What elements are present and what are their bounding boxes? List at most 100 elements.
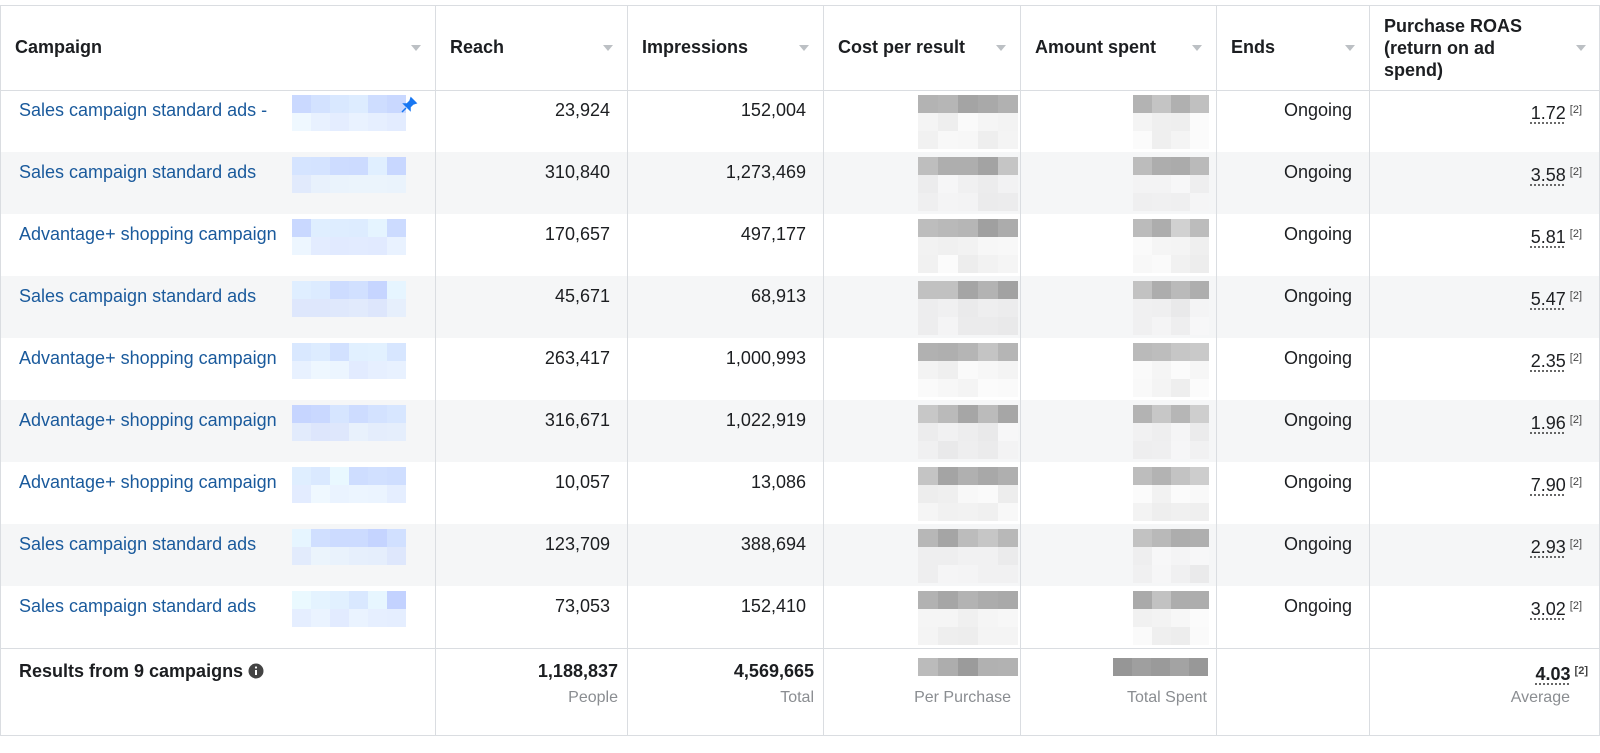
redacted-block (330, 219, 349, 237)
redacted-block (998, 485, 1018, 503)
redacted-block (1190, 299, 1209, 317)
redacted-block (311, 113, 330, 131)
cost-caption: Per Purchase (914, 689, 1011, 706)
campaign-link[interactable]: Sales campaign standard ads (19, 286, 257, 306)
redacted-block (349, 281, 368, 299)
reach: 123,709 (544, 534, 610, 554)
redacted-block (918, 441, 938, 459)
column-header[interactable]: Campaign (15, 37, 103, 57)
redacted-block (958, 379, 978, 397)
redacted-block (349, 299, 368, 317)
redacted-block (1171, 219, 1190, 237)
redacted-block (292, 485, 311, 503)
column-header[interactable]: Amount spent (1035, 37, 1156, 57)
redacted-block (918, 95, 938, 113)
redacted-block (1171, 131, 1190, 149)
redacted-block (1190, 405, 1209, 423)
column-border (1020, 5, 1021, 735)
redacted-block (978, 503, 998, 521)
redacted-block (1171, 609, 1190, 627)
column-border (435, 5, 436, 735)
redacted-block (938, 219, 958, 237)
redacted-block (1190, 467, 1209, 485)
redacted-block (998, 131, 1018, 149)
campaign-link[interactable]: Sales campaign standard ads (19, 162, 257, 182)
redacted-block (938, 131, 958, 149)
campaign-link[interactable]: Sales campaign standard ads (19, 534, 257, 554)
redacted-block (1133, 441, 1152, 459)
redacted-block (1190, 627, 1209, 645)
redacted-block (368, 529, 387, 547)
column-header[interactable]: Reach (450, 37, 505, 57)
redacted-block (998, 609, 1018, 627)
impressions: 13,086 (750, 472, 806, 492)
sort-caret (799, 45, 809, 51)
redacted-block (998, 627, 1018, 645)
redacted-block (978, 405, 998, 423)
redacted-block (1171, 343, 1190, 361)
redacted-block (330, 591, 349, 609)
campaign-link[interactable]: Sales campaign standard ads - (19, 100, 268, 120)
redacted-block (349, 113, 368, 131)
roas-value: 5.47 (1530, 289, 1566, 309)
redacted-block (938, 193, 958, 211)
redacted-block (387, 219, 406, 237)
redacted-block (1133, 175, 1152, 193)
redacted-block (1171, 547, 1190, 565)
redacted-block (368, 219, 387, 237)
redacted-block (918, 157, 938, 175)
row-bg (0, 400, 1600, 462)
roas-cell: 5.81 [2] (1369, 223, 1582, 248)
redacted-block (311, 405, 330, 423)
roas-value: 4.03 (1535, 664, 1571, 684)
redacted-block (387, 547, 406, 565)
column-border (823, 5, 824, 735)
column-header[interactable]: Purchase ROAS (return on ad spend) (1384, 16, 1523, 80)
redacted-block (1133, 131, 1152, 149)
column-header[interactable]: Ends (1231, 37, 1276, 57)
column-header[interactable]: Impressions (642, 37, 749, 57)
redacted-block (998, 547, 1018, 565)
redacted-block (938, 317, 958, 335)
campaign-link[interactable]: Advantage+ shopping campaign (19, 472, 277, 492)
redacted-block (349, 219, 368, 237)
redacted-block (292, 405, 311, 423)
redacted-block (938, 627, 958, 645)
reach-caption: People (568, 689, 618, 706)
redacted-block (1190, 281, 1209, 299)
campaign-link[interactable]: Sales campaign standard ads (19, 596, 257, 616)
redacted-block (1189, 658, 1208, 676)
redacted-block (998, 95, 1018, 113)
redacted-block (978, 255, 998, 273)
redacted-block (978, 529, 998, 547)
amount-caption: Total Spent (1126, 689, 1207, 706)
redacted-block (330, 547, 349, 565)
roas-caption: Average (1510, 689, 1570, 706)
redacted-block (292, 113, 311, 131)
redacted-block (1133, 219, 1152, 237)
redacted-block (311, 157, 330, 175)
redacted-block (1152, 485, 1171, 503)
redacted-block (1190, 113, 1209, 131)
redacted-block (1170, 658, 1189, 676)
redacted-block (1171, 175, 1190, 193)
campaign-link[interactable]: Advantage+ shopping campaign (19, 224, 277, 244)
redacted-block (958, 467, 978, 485)
impressions: 152,410 (740, 596, 806, 616)
campaign-link[interactable]: Advantage+ shopping campaign (19, 410, 277, 430)
redacted-block (292, 423, 311, 441)
campaign-link[interactable]: Advantage+ shopping campaign (19, 348, 277, 368)
redacted-block (1152, 547, 1171, 565)
footnote: [2] (1569, 104, 1582, 116)
redacted-block (958, 591, 978, 609)
redacted-block (1171, 441, 1190, 459)
column-header[interactable]: Cost per result (838, 37, 966, 57)
redacted-block (918, 485, 938, 503)
pin-icon[interactable] (400, 96, 418, 114)
redacted-block (1152, 343, 1171, 361)
redacted-block (918, 317, 938, 335)
info-glyph (248, 663, 264, 679)
redacted-block (1152, 361, 1171, 379)
redacted-block (958, 237, 978, 255)
redacted-block (1152, 529, 1171, 547)
